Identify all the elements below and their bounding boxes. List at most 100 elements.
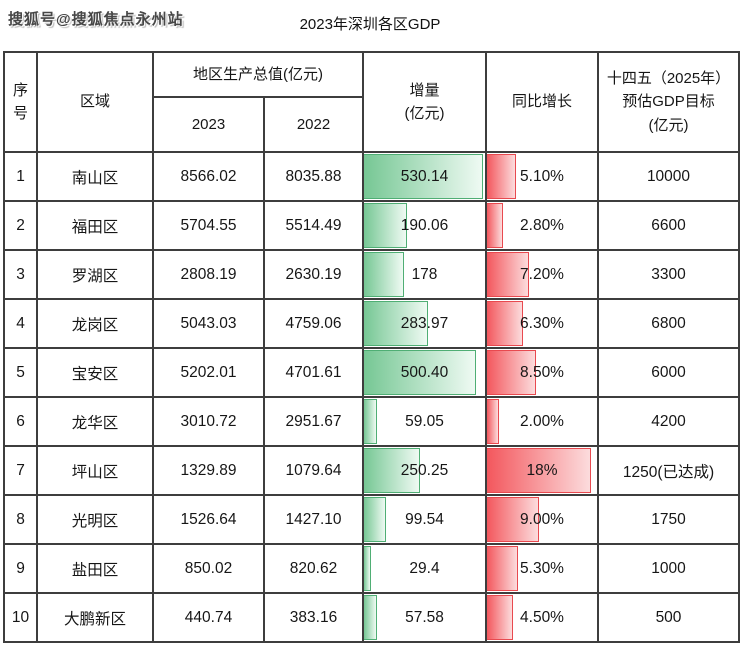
yoy-bar-label: 9.00%: [520, 510, 564, 528]
cell-target: 3300: [597, 249, 740, 300]
cell-region: 龙岗区: [36, 298, 154, 349]
cell-yoy: 18%: [485, 445, 599, 496]
increment-bar: [365, 154, 483, 199]
yoy-bar: [488, 399, 499, 444]
cell-region: 坪山区: [36, 445, 154, 496]
yoy-bar-label: 2.80%: [520, 216, 564, 234]
cell-increment: 283.97: [362, 298, 487, 349]
yoy-bar: [488, 301, 524, 346]
cell-yoy: 6.30%: [485, 298, 599, 349]
table-row: 8 光明区 1526.64 1427.10 99.54 9.00% 1750: [3, 494, 740, 545]
increment-bar-label: 178: [411, 265, 438, 283]
cell-target: 1000: [597, 543, 740, 594]
cell-gdp-2023: 5202.01: [152, 347, 265, 398]
yoy-bar: [488, 497, 539, 542]
cell-yoy: 9.00%: [485, 494, 599, 545]
header-yoy: 同比增长: [485, 51, 599, 153]
cell-target: 1750: [597, 494, 740, 545]
cell-increment: 250.25: [362, 445, 487, 496]
table-row: 5 宝安区 5202.01 4701.61 500.40 8.50% 6000: [3, 347, 740, 398]
cell-region: 宝安区: [36, 347, 154, 398]
cell-region: 南山区: [36, 151, 154, 202]
header-target: 十四五（2025年） 预估GDP目标 (亿元): [597, 51, 740, 153]
table-row: 4 龙岗区 5043.03 4759.06 283.97 6.30% 6800: [3, 298, 740, 349]
cell-gdp-2022: 2951.67: [263, 396, 364, 447]
yoy-bar-label: 6.30%: [520, 314, 564, 332]
table-header: 序 号 区域 地区生产总值(亿元) 增量 (亿元) 同比增长 十四五（2025年…: [3, 51, 740, 153]
yoy-bar: [488, 154, 517, 199]
cell-index: 2: [3, 200, 38, 251]
cell-gdp-2023: 5043.03: [152, 298, 265, 349]
cell-yoy: 5.10%: [485, 151, 599, 202]
cell-gdp-2023: 5704.55: [152, 200, 265, 251]
yoy-bar-label: 18%: [526, 461, 558, 479]
cell-index: 8: [3, 494, 38, 545]
increment-bar: [365, 399, 378, 444]
yoy-bar: [488, 546, 518, 591]
cell-gdp-2023: 3010.72: [152, 396, 265, 447]
header-increment: 增量 (亿元): [362, 51, 487, 153]
cell-gdp-2022: 4759.06: [263, 298, 364, 349]
cell-gdp-2023: 440.74: [152, 592, 265, 643]
cell-increment: 530.14: [362, 151, 487, 202]
cell-gdp-2022: 1079.64: [263, 445, 364, 496]
increment-bar: [365, 497, 387, 542]
increment-bar-label: 57.58: [405, 608, 444, 626]
cell-region: 盐田区: [36, 543, 154, 594]
increment-bar: [365, 301, 428, 346]
increment-bar-label: 99.54: [405, 510, 444, 528]
increment-bar: [365, 546, 371, 591]
cell-gdp-2023: 8566.02: [152, 151, 265, 202]
cell-yoy: 5.30%: [485, 543, 599, 594]
yoy-bar-label: 5.30%: [520, 559, 564, 577]
cell-yoy: 8.50%: [485, 347, 599, 398]
gdp-table: 序 号 区域 地区生产总值(亿元) 增量 (亿元) 同比增长 十四五（2025年…: [3, 51, 740, 643]
cell-target: 6000: [597, 347, 740, 398]
cell-increment: 178: [362, 249, 487, 300]
cell-gdp-2023: 850.02: [152, 543, 265, 594]
cell-gdp-2022: 383.16: [263, 592, 364, 643]
header-gdp-group: 地区生产总值(亿元): [152, 51, 364, 98]
table-row: 9 盐田区 850.02 820.62 29.4 5.30% 1000: [3, 543, 740, 594]
cell-target: 10000: [597, 151, 740, 202]
cell-index: 9: [3, 543, 38, 594]
cell-yoy: 4.50%: [485, 592, 599, 643]
table-body: 1 南山区 8566.02 8035.88 530.14 5.10% 10000 2 福田区 57…: [3, 151, 740, 643]
cell-increment: 99.54: [362, 494, 487, 545]
cell-yoy: 2.00%: [485, 396, 599, 447]
yoy-bar: [488, 595, 513, 640]
cell-index: 3: [3, 249, 38, 300]
cell-increment: 190.06: [362, 200, 487, 251]
cell-yoy: 7.20%: [485, 249, 599, 300]
cell-region: 罗湖区: [36, 249, 154, 300]
page-title: 2023年深圳各区GDP: [299, 16, 441, 33]
cell-index: 6: [3, 396, 38, 447]
cell-region: 龙华区: [36, 396, 154, 447]
yoy-bar: [488, 252, 529, 297]
cell-gdp-2023: 2808.19: [152, 249, 265, 300]
cell-region: 大鹏新区: [36, 592, 154, 643]
header-region: 区域: [36, 51, 154, 153]
table-row: 1 南山区 8566.02 8035.88 530.14 5.10% 10000: [3, 151, 740, 202]
cell-index: 4: [3, 298, 38, 349]
yoy-bar-label: 5.10%: [520, 167, 564, 185]
cell-gdp-2022: 4701.61: [263, 347, 364, 398]
watermark: 搜狐号@搜狐焦点永州站: [8, 11, 184, 28]
cell-index: 1: [3, 151, 38, 202]
increment-bar-label: 59.05: [405, 412, 444, 430]
yoy-bar-label: 2.00%: [520, 412, 564, 430]
cell-gdp-2022: 8035.88: [263, 151, 364, 202]
cell-gdp-2022: 1427.10: [263, 494, 364, 545]
increment-bar-label: 250.25: [400, 461, 449, 479]
table-row: 3 罗湖区 2808.19 2630.19 178 7.20% 3300: [3, 249, 740, 300]
cell-index: 5: [3, 347, 38, 398]
header-index: 序 号: [3, 51, 38, 153]
cell-region: 光明区: [36, 494, 154, 545]
cell-target: 4200: [597, 396, 740, 447]
yoy-bar: [488, 448, 591, 493]
table-row: 2 福田区 5704.55 5514.49 190.06 2.80% 6600: [3, 200, 740, 251]
increment-bar-label: 500.40: [400, 363, 449, 381]
cell-yoy: 2.80%: [485, 200, 599, 251]
increment-bar: [365, 595, 377, 640]
cell-increment: 59.05: [362, 396, 487, 447]
